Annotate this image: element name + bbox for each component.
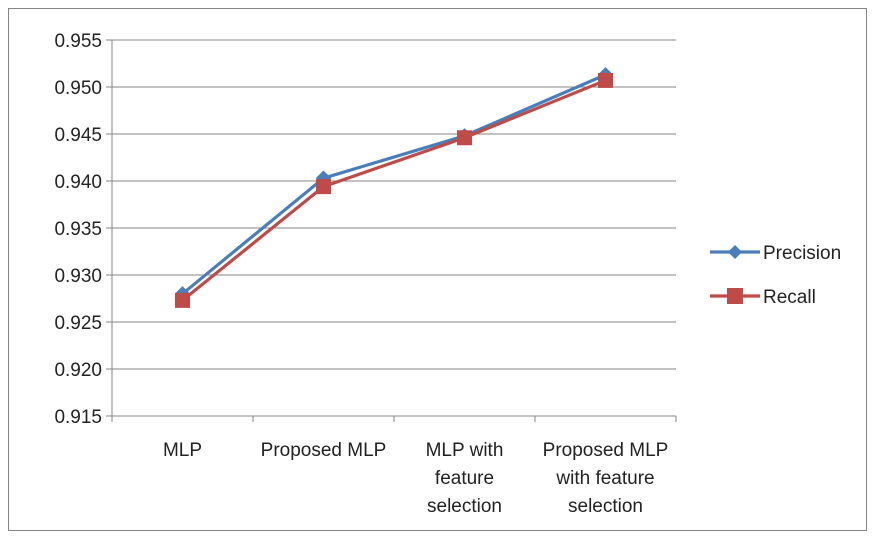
y-tick-label: 0.915 <box>54 407 102 428</box>
y-tick-label: 0.950 <box>54 78 102 99</box>
y-tick-label: 0.920 <box>54 360 102 381</box>
recall-point <box>598 72 613 88</box>
y-tick-label: 0.945 <box>54 125 102 146</box>
axes: 0.915 0.920 0.925 0.930 0.935 0.940 0.945 0.950… <box>54 31 677 517</box>
legend-marker <box>728 245 742 259</box>
recall-point <box>175 292 190 308</box>
x-tick-label: Proposed MLP <box>543 440 669 461</box>
series-line-precision <box>181 73 607 296</box>
y-tick-label: 0.955 <box>54 31 102 52</box>
y-tick-label: 0.930 <box>54 266 102 287</box>
y-tick-label: 0.940 <box>54 172 102 193</box>
x-tick-label: Proposed MLP <box>261 440 387 461</box>
y-tick-label: 0.935 <box>54 219 102 240</box>
series <box>174 67 614 308</box>
x-tick-label: feature <box>435 468 494 489</box>
x-tick-label: with feature <box>555 468 654 489</box>
legend-label-precision: Precision <box>763 243 841 264</box>
recall-point <box>457 130 472 146</box>
gridlines <box>112 39 676 370</box>
x-tick-label: MLP with <box>426 440 504 461</box>
x-tick-label: selection <box>568 496 643 517</box>
recall-point <box>316 179 331 195</box>
series-line-recall <box>181 78 607 302</box>
legend-marker <box>727 288 743 304</box>
x-tick-label: selection <box>427 496 502 517</box>
x-tick-label: MLP <box>163 440 202 461</box>
legend-label-recall: Recall <box>763 287 816 308</box>
legend: Precision Recall <box>710 243 841 308</box>
chart-frame <box>8 8 867 531</box>
y-tick-label: 0.925 <box>54 313 102 334</box>
